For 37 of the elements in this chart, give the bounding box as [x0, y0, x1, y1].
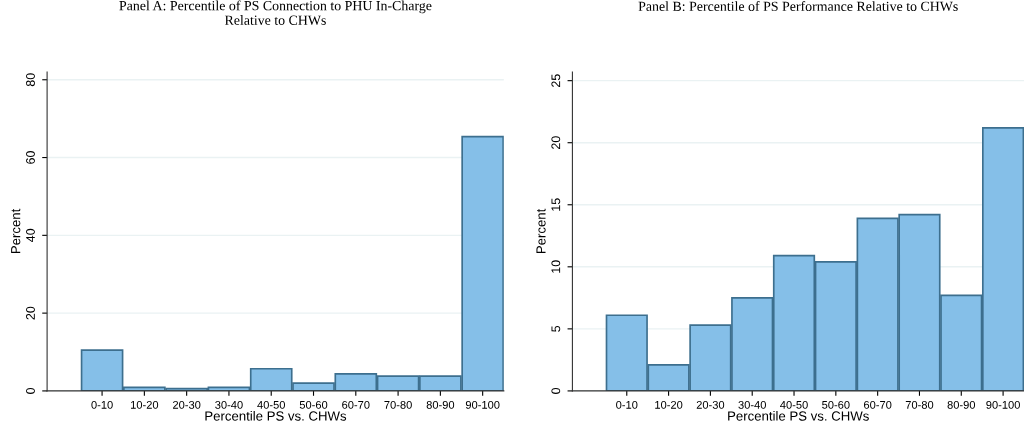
y-axis-title: Percent [536, 208, 546, 254]
x-tick-label: 50-60 [822, 400, 850, 409]
y-tick-label: 15 [551, 198, 561, 211]
x-tick-label: 90-100 [986, 400, 1020, 409]
x-tick-label: 70-80 [905, 400, 934, 409]
x-tick-label: 30-40 [738, 400, 766, 409]
y-tick-label: 5 [551, 325, 561, 332]
x-tick-label: 60-70 [864, 400, 892, 409]
x-tick-label: 80-90 [947, 400, 976, 409]
x-tick-label: 10-20 [131, 400, 159, 409]
x-axis-title: Percentile PS vs. CHWs [728, 411, 869, 421]
chart-title: Panel A: Percentile of PS Connection to PHU In-Charge Relative to CHWs [119, 0, 432, 25]
y-tick-label: 10 [551, 260, 561, 273]
x-axis-title: Percentile PS vs. CHWs [205, 411, 347, 421]
y-tick-label: 20 [26, 306, 35, 320]
x-tick-label: 30-40 [215, 400, 243, 409]
x-tick-label: 20-30 [696, 400, 725, 409]
x-tick-label: 60-70 [342, 400, 370, 409]
x-tick-label: 0-10 [91, 400, 113, 409]
x-tick-label: 40-50 [780, 400, 808, 409]
y-tick-label: 0 [26, 387, 35, 394]
y-tick-label: 0 [551, 387, 561, 394]
x-tick-label: 70-80 [384, 400, 412, 409]
x-tick-label: 80-90 [426, 400, 455, 409]
x-tick-label: 40-50 [257, 400, 285, 409]
y-axis-title: Percent [11, 208, 21, 254]
y-tick-label: 20 [551, 136, 561, 150]
y-tick-label: 40 [26, 228, 35, 242]
x-tick-label: 10-20 [655, 400, 683, 409]
x-tick-label: 20-30 [173, 400, 201, 409]
x-tick-label: 90-100 [465, 400, 500, 409]
y-tick-label: 25 [551, 74, 561, 87]
y-tick-label: 80 [26, 73, 35, 87]
chart-title: Panel B: Percentile of PS Performance Relative to CHWs [638, 1, 958, 12]
x-tick-label: 50-60 [299, 400, 328, 409]
y-tick-label: 60 [26, 151, 35, 164]
x-tick-label: 0-10 [616, 400, 638, 409]
